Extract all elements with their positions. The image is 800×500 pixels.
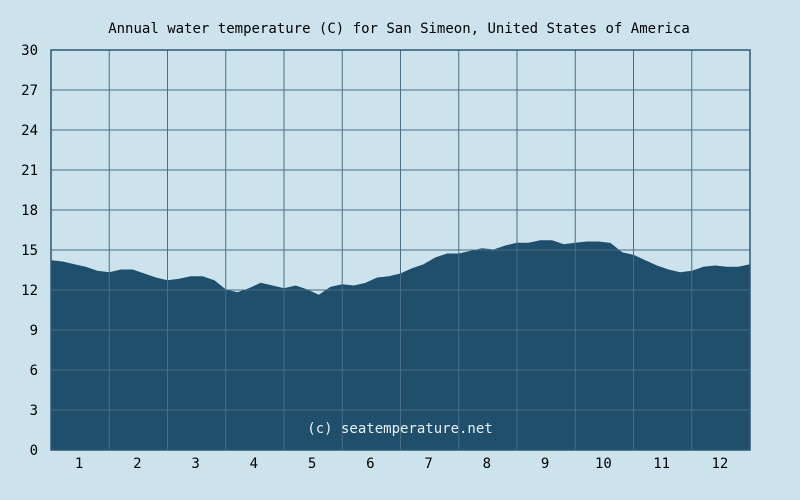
x-tick-label: 4 [250,456,258,472]
x-tick-label: 9 [541,456,549,472]
y-tick-label: 12 [21,283,38,299]
y-axis-tick-labels: 0 3 6 9 12 15 18 21 24 27 30 [21,43,38,459]
y-tick-label: 0 [30,443,38,459]
x-tick-label: 8 [483,456,491,472]
y-tick-label: 3 [30,403,38,419]
y-tick-label: 9 [30,323,38,339]
x-tick-label: 11 [653,456,670,472]
y-tick-label: 21 [21,163,38,179]
x-tick-label: 7 [424,456,432,472]
x-tick-label: 2 [133,456,141,472]
x-axis-tick-labels: 1 2 3 4 5 6 7 8 9 10 11 12 [75,456,728,472]
y-tick-label: 24 [21,123,38,139]
watermark: (c) seatemperature.net [307,421,492,437]
x-tick-label: 6 [366,456,374,472]
x-tick-label: 12 [711,456,728,472]
chart-title: Annual water temperature (C) for San Sim… [108,21,690,37]
y-tick-label: 30 [21,43,38,59]
y-tick-label: 6 [30,363,38,379]
y-tick-label: 15 [21,243,38,259]
x-tick-label: 10 [595,456,612,472]
y-tick-label: 27 [21,83,38,99]
y-tick-label: 18 [21,203,38,219]
plot-frame [50,49,751,451]
x-tick-label: 1 [75,456,83,472]
grid-layer [50,49,751,451]
x-tick-label: 5 [308,456,316,472]
x-tick-label: 3 [191,456,199,472]
